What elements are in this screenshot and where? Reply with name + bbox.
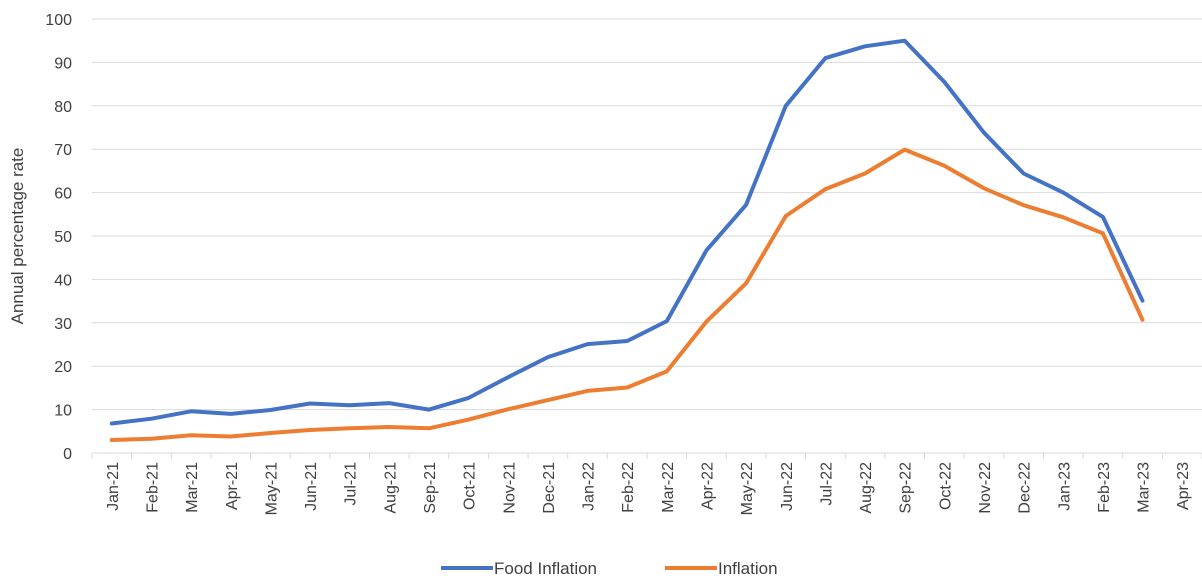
y-tick-label: 80: [54, 99, 72, 116]
y-tick-label: 100: [45, 12, 72, 29]
y-tick-label: 0: [63, 446, 72, 463]
x-tick-label: Jan-22: [581, 462, 598, 511]
x-tick-label: Jul-21: [343, 462, 360, 506]
x-tick-label: Apr-23: [1175, 462, 1192, 510]
x-tick-label: May-21: [263, 462, 280, 515]
gridlines: [92, 18, 1202, 411]
x-tick-label: Aug-21: [382, 462, 399, 514]
x-tick-label: Sep-22: [898, 462, 915, 514]
y-tick-label: 90: [54, 55, 72, 72]
x-tick-label: Feb-22: [620, 462, 637, 513]
series-lines: [109, 38, 1145, 442]
y-tick-label: 10: [54, 403, 72, 420]
x-tick-label: Mar-23: [1136, 462, 1153, 513]
x-tick-label: Jun-21: [303, 462, 320, 511]
x-tick-label: Mar-21: [184, 462, 201, 513]
x-tick-label: Oct-22: [937, 462, 954, 510]
x-tick-label: Dec-21: [541, 462, 558, 514]
x-tick-label: Jul-22: [818, 462, 835, 506]
x-axis-ticks: Jan-21 Feb-21 Mar-21 Apr-21 May-21 Jun-21 Jul-…: [91, 453, 1202, 515]
y-tick-label: 20: [54, 359, 72, 376]
y-axis-ticks: 0 10 20 30 40 50 60 70 80 90 100: [45, 12, 72, 463]
y-tick-label: 30: [54, 316, 72, 333]
x-tick-label: Mar-22: [660, 462, 677, 513]
x-tick-label: Sep-21: [422, 462, 439, 514]
legend-label: Food Inflation: [494, 559, 597, 578]
x-tick-label: Nov-21: [501, 462, 518, 514]
y-tick-label: 60: [54, 186, 72, 203]
x-tick-label: Nov-22: [977, 462, 994, 514]
y-tick-label: 40: [54, 272, 72, 289]
x-tick-label: Oct-21: [462, 462, 479, 510]
y-tick-label: 50: [54, 229, 72, 246]
x-tick-label: Dec-22: [1017, 462, 1034, 514]
x-tick-label: Jan-23: [1056, 462, 1073, 511]
legend: Food Inflation Inflation: [441, 559, 778, 578]
x-tick-label: Apr-21: [224, 462, 241, 510]
x-tick-label: Apr-22: [699, 462, 716, 510]
x-tick-label: Jun-22: [779, 462, 796, 511]
y-tick-label: 70: [54, 142, 72, 159]
x-tick-label: Feb-21: [144, 462, 161, 513]
x-tick-label: Feb-23: [1096, 462, 1113, 513]
legend-label: Inflation: [718, 559, 778, 578]
x-tick-label: Aug-22: [858, 462, 875, 514]
series-line-inflation: [109, 147, 1145, 442]
y-axis-title: Annual percentage rate: [8, 148, 27, 325]
x-tick-label: May-22: [739, 462, 756, 515]
x-tick-label: Jan-21: [105, 462, 122, 511]
series-line-food-inflation: [109, 38, 1145, 426]
